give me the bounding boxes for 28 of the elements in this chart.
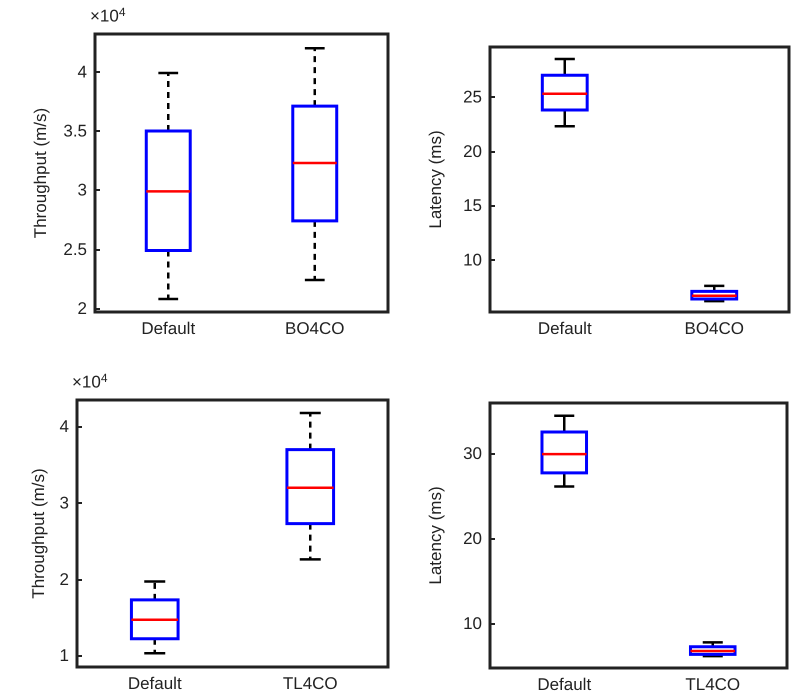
y-tick-label: 3 (78, 180, 87, 200)
y-tick-label: 3 (60, 493, 69, 512)
x-tick-label: TL4CO (282, 674, 338, 693)
y-tick-label: 10 (463, 614, 482, 634)
x-tick-label: Default (141, 319, 196, 338)
x-tick-label: BO4CO (284, 319, 345, 338)
y-tick-label: 20 (463, 528, 482, 548)
y-axis-title: Latency (ms) (426, 130, 445, 229)
y-tick-label: 2 (78, 298, 87, 318)
y-axis-title: Latency (ms) (426, 486, 445, 585)
y-tick-label: 1 (60, 646, 69, 666)
y-tick-label: 4 (60, 417, 69, 436)
x-tick-label: Default (537, 675, 592, 694)
x-tick-label: Default (128, 674, 182, 693)
y-tick-label: 4 (78, 62, 87, 82)
x-tick-label: TL4CO (685, 675, 740, 694)
y-tick-label: 10 (463, 250, 482, 270)
y-axis-title: Throughput (m/s) (29, 468, 48, 599)
x-tick-label: BO4CO (684, 319, 744, 338)
x-tick-label: Default (538, 319, 592, 338)
y-tick-label: 2 (60, 570, 69, 589)
y-tick-label: 2.5 (63, 240, 87, 259)
y-axis-title: Throughput (m/s) (31, 108, 50, 238)
y-tick-label: 20 (463, 142, 482, 161)
y-tick-label: 15 (463, 196, 482, 216)
y-tick-label: 3.5 (63, 122, 87, 141)
y-tick-label: 25 (463, 87, 482, 106)
y-tick-label: 30 (463, 444, 482, 463)
